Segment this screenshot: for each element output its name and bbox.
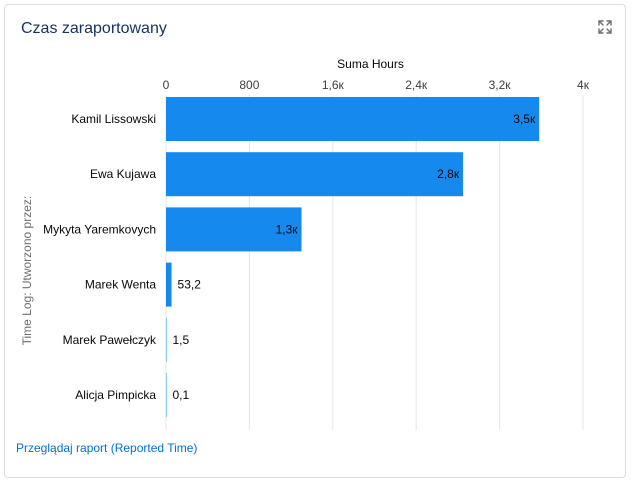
data-label: 1,5 xyxy=(173,333,190,347)
data-label: 1,3к xyxy=(276,222,299,236)
y-axis-title: Time Log: Utworzono przez: xyxy=(20,196,34,346)
report-card: Czas zaraportowany xyxy=(4,4,626,478)
x-tick-label: 0 xyxy=(163,78,170,92)
card-title: Czas zaraportowany xyxy=(21,20,167,37)
bar xyxy=(166,262,172,307)
x-tick-label: 3,2к xyxy=(489,78,512,92)
expand-icon[interactable] xyxy=(597,19,613,35)
category-label: Alicja Pimpicka xyxy=(75,388,156,402)
x-tick-label: 800 xyxy=(239,78,259,92)
bar-chart: 0 800 1,6к 2,4к 3,2к 4к Suma Hours Time Log: Ut… xyxy=(20,57,590,430)
bar xyxy=(166,373,167,417)
x-axis-title: Suma Hours xyxy=(337,57,404,71)
view-report-link[interactable]: Przeglądaj raport (Reported Time) xyxy=(16,441,198,455)
x-tick-label: 1,6к xyxy=(322,78,345,92)
category-label: Marek Pawełczyk xyxy=(63,333,157,347)
x-tick-label: 2,4к xyxy=(405,78,428,92)
x-tick-label: 4к xyxy=(577,78,590,92)
category-label: Mykyta Yaremkovych xyxy=(43,222,156,236)
data-label: 2,8к xyxy=(437,167,460,181)
category-label: Ewa Kujawa xyxy=(90,167,156,181)
bar xyxy=(166,152,464,197)
data-label: 3,5к xyxy=(513,112,536,126)
data-label: 53,2 xyxy=(178,278,202,292)
category-label: Kamil Lissowski xyxy=(71,112,156,126)
data-label: 0,1 xyxy=(173,388,190,402)
bar xyxy=(166,97,540,141)
category-label: Marek Wenta xyxy=(85,278,156,292)
bar xyxy=(166,207,302,252)
bar xyxy=(166,317,167,362)
